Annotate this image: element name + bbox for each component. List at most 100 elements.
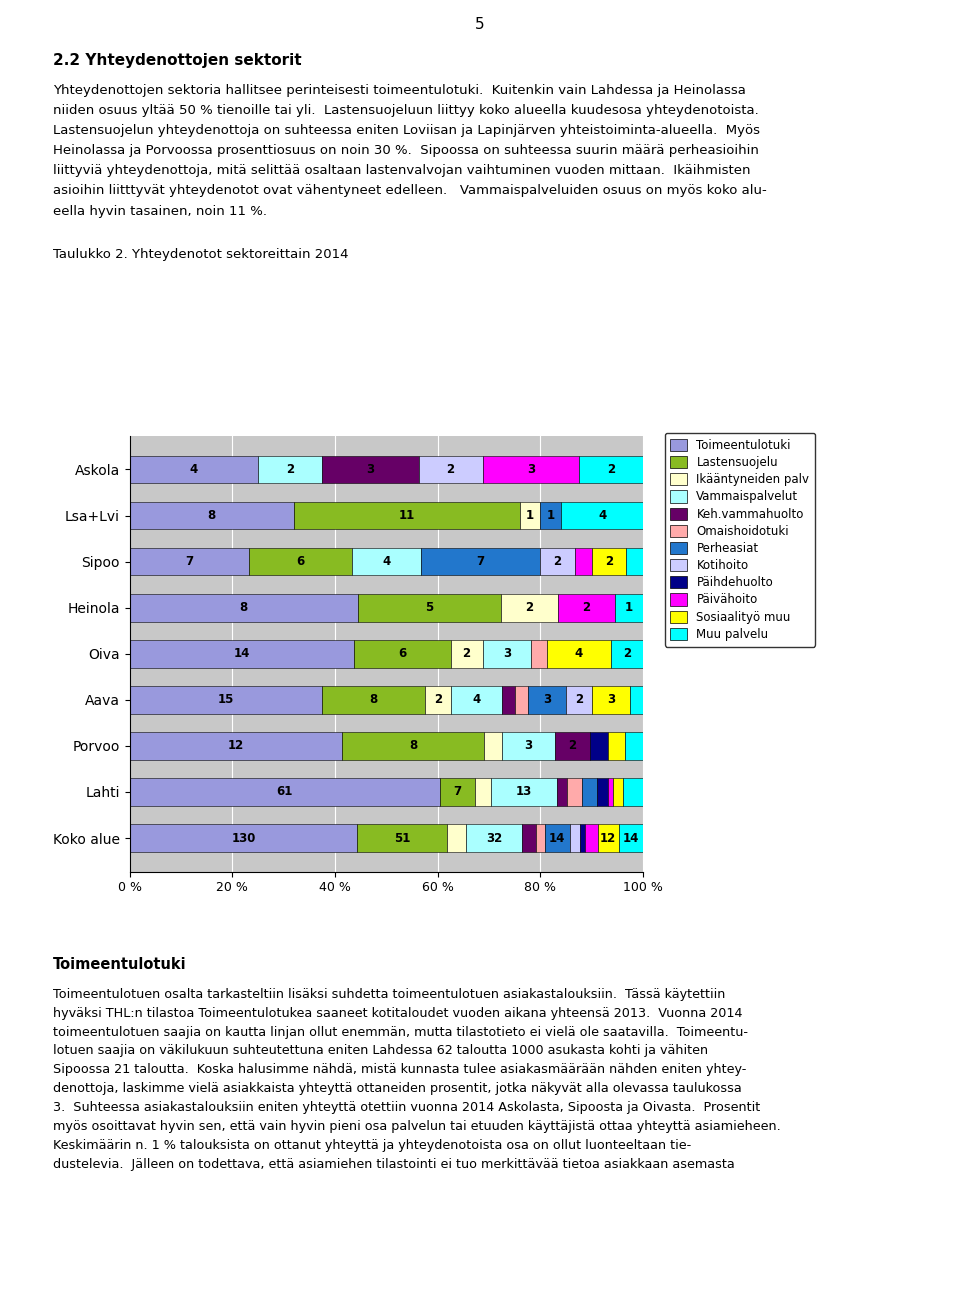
Text: Toimeentulotuen osalta tarkasteltiin lisäksi suhdetta toimeentulotuen asiakastal: Toimeentulotuen osalta tarkasteltiin lis… xyxy=(53,987,725,1000)
Bar xyxy=(446,825,467,852)
Text: 2: 2 xyxy=(605,556,613,569)
Text: 1: 1 xyxy=(526,509,535,522)
Bar xyxy=(597,778,608,805)
Text: toimeentulotuen saajia on kautta linjan ollut enemmän, mutta tilastotieto ei vie: toimeentulotuen saajia on kautta linjan … xyxy=(53,1025,748,1038)
Bar xyxy=(450,640,483,667)
Bar xyxy=(598,825,618,852)
Text: 7: 7 xyxy=(185,556,194,569)
Text: 130: 130 xyxy=(231,831,255,844)
Bar xyxy=(520,502,540,530)
Bar xyxy=(566,686,591,714)
Bar xyxy=(419,455,483,483)
Bar xyxy=(626,548,643,575)
Bar xyxy=(614,593,643,622)
Text: Yhteydenottojen sektoria hallitsee perinteisesti toimeentulotuki.  Kuitenkin vai: Yhteydenottojen sektoria hallitsee perin… xyxy=(53,83,746,96)
Text: eella hyvin tasainen, noin 11 %.: eella hyvin tasainen, noin 11 %. xyxy=(53,204,267,217)
Bar xyxy=(631,686,643,714)
Text: dustelevia.  Jälleen on todettava, että asiamiehen tilastointi ei tuo merkittävä: dustelevia. Jälleen on todettava, että a… xyxy=(53,1158,734,1171)
Bar xyxy=(130,686,323,714)
Text: 1: 1 xyxy=(625,601,633,614)
Text: myös osoittavat hyvin sen, että vain hyvin pieni osa palvelun tai etuuden käyttä: myös osoittavat hyvin sen, että vain hyv… xyxy=(53,1120,780,1133)
Bar xyxy=(500,593,558,622)
Text: 2: 2 xyxy=(623,648,632,660)
Bar xyxy=(491,778,557,805)
Bar xyxy=(569,825,580,852)
Text: 2: 2 xyxy=(568,739,576,752)
Text: 2: 2 xyxy=(575,693,583,706)
Text: 3: 3 xyxy=(524,739,532,752)
Text: 12: 12 xyxy=(228,739,244,752)
Text: 3.  Suhteessa asiakastalouksiin eniten yhteyttä otettiin vuonna 2014 Askolasta, : 3. Suhteessa asiakastalouksiin eniten yh… xyxy=(53,1101,760,1114)
Text: 12: 12 xyxy=(600,831,616,844)
Bar xyxy=(582,778,597,805)
Bar xyxy=(608,778,612,805)
Bar xyxy=(575,548,591,575)
Text: 4: 4 xyxy=(382,556,391,569)
Bar xyxy=(475,778,491,805)
Bar xyxy=(130,548,250,575)
Text: 11: 11 xyxy=(398,509,415,522)
Legend: Toimeentulotuki, Lastensuojelu, Ikääntyneiden palv, Vammaispalvelut, Keh.vammahu: Toimeentulotuki, Lastensuojelu, Ikääntyn… xyxy=(664,433,815,647)
Text: Lastensuojelun yhteydenottoja on suhteessa eniten Loviisan ja Lapinjärven yhteis: Lastensuojelun yhteydenottoja on suhtees… xyxy=(53,124,759,137)
Bar xyxy=(561,502,643,530)
Text: 3: 3 xyxy=(367,463,374,476)
Text: 5: 5 xyxy=(475,17,485,31)
Bar xyxy=(545,825,569,852)
Bar xyxy=(547,640,612,667)
Text: 7: 7 xyxy=(453,786,462,799)
Bar xyxy=(567,778,582,805)
Bar xyxy=(540,548,575,575)
Bar xyxy=(540,502,561,530)
Bar xyxy=(483,455,579,483)
Text: 32: 32 xyxy=(486,831,502,844)
Text: 8: 8 xyxy=(207,509,216,522)
Text: 2: 2 xyxy=(463,648,470,660)
Text: 3: 3 xyxy=(542,693,551,706)
Text: 15: 15 xyxy=(218,693,234,706)
Bar xyxy=(354,640,450,667)
Bar xyxy=(440,778,475,805)
Text: Taulukko 2. Yhteydenotot sektoreittain 2014: Taulukko 2. Yhteydenotot sektoreittain 2… xyxy=(53,248,348,262)
Bar xyxy=(612,778,623,805)
Bar xyxy=(483,640,531,667)
Bar xyxy=(580,825,586,852)
Bar xyxy=(323,686,425,714)
Bar xyxy=(623,778,643,805)
Text: 14: 14 xyxy=(549,831,565,844)
Text: 2: 2 xyxy=(446,463,455,476)
Text: lotuen saajia on väkilukuun suhteutettuna eniten Lahdessa 62 taloutta 1000 asuka: lotuen saajia on väkilukuun suhteutettun… xyxy=(53,1045,708,1058)
Bar xyxy=(352,548,420,575)
Text: 8: 8 xyxy=(409,739,417,752)
Text: 7: 7 xyxy=(476,556,485,569)
Bar xyxy=(250,548,352,575)
Bar xyxy=(515,686,528,714)
Text: niiden osuus yltää 50 % tienoille tai yli.  Lastensuojeluun liittyy koko alueell: niiden osuus yltää 50 % tienoille tai yl… xyxy=(53,104,758,117)
Bar xyxy=(323,455,419,483)
Bar xyxy=(425,686,450,714)
Text: 61: 61 xyxy=(276,786,293,799)
Bar xyxy=(502,686,515,714)
Text: 4: 4 xyxy=(575,648,583,660)
Text: hyväksi THL:n tilastoa Toimeentulotukea saaneet kotitaloudet vuoden aikana yhtee: hyväksi THL:n tilastoa Toimeentulotukea … xyxy=(53,1007,742,1020)
Bar xyxy=(130,825,357,852)
Bar xyxy=(294,502,520,530)
Bar xyxy=(558,593,614,622)
Bar xyxy=(522,825,537,852)
Text: Toimeentulotuki: Toimeentulotuki xyxy=(53,958,186,972)
Bar xyxy=(531,640,547,667)
Bar xyxy=(467,825,522,852)
Text: 8: 8 xyxy=(370,693,377,706)
Text: 4: 4 xyxy=(472,693,480,706)
Text: 6: 6 xyxy=(297,556,305,569)
Bar xyxy=(420,548,540,575)
Bar xyxy=(579,455,643,483)
Bar xyxy=(557,778,567,805)
Text: 3: 3 xyxy=(503,648,511,660)
Text: 2: 2 xyxy=(525,601,533,614)
Bar xyxy=(501,732,555,760)
Bar xyxy=(357,825,446,852)
Bar xyxy=(591,686,631,714)
Bar xyxy=(591,548,626,575)
Bar xyxy=(130,502,294,530)
Bar xyxy=(130,455,258,483)
